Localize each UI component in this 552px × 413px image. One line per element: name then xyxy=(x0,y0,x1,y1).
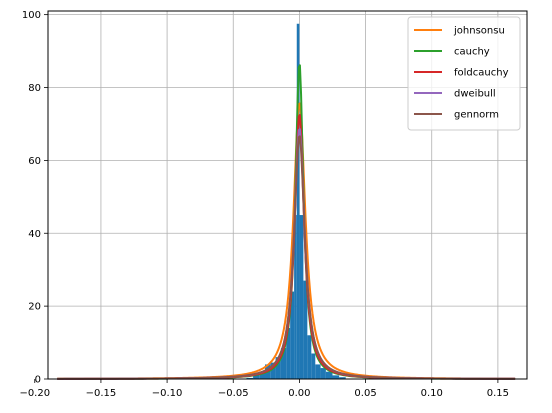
histogram-bar xyxy=(307,335,312,379)
histogram-bar xyxy=(246,377,254,379)
y-tick-label: 40 xyxy=(28,229,41,240)
legend-label: gennorm xyxy=(454,110,499,121)
legend-label: foldcauchy xyxy=(454,68,509,79)
histogram-bar xyxy=(303,280,308,379)
histogram-bar xyxy=(315,364,321,379)
histogram-bar xyxy=(270,362,276,379)
x-tick-label: −0.15 xyxy=(86,388,117,399)
y-tick-label: 80 xyxy=(28,83,41,94)
y-axis: 0 20 40 60 80 100 xyxy=(22,10,48,386)
plot-area-frame xyxy=(47,10,528,380)
legend-box xyxy=(407,16,521,131)
histogram-bars xyxy=(246,23,346,380)
legend-label: cauchy xyxy=(454,47,490,58)
y-tick-label: 20 xyxy=(28,302,41,313)
y-tick-label: 0 xyxy=(35,375,41,386)
histogram-bar xyxy=(294,215,297,379)
x-tick-label: −0.10 xyxy=(152,388,183,399)
histogram-bar xyxy=(296,23,300,380)
histogram-bar xyxy=(311,353,316,379)
x-tick-label: 0.15 xyxy=(487,388,509,399)
x-tick-label: 0.10 xyxy=(421,388,443,399)
y-tick-label: 60 xyxy=(28,156,41,167)
legend: johnsonsu cauchy foldcauchy dweibull gennorm xyxy=(407,16,521,131)
histogram-bar xyxy=(299,215,304,379)
histogram-bar xyxy=(259,371,266,379)
histogram-bar xyxy=(332,375,340,379)
legend-label: dweibull xyxy=(454,89,496,100)
histogram-bar xyxy=(286,327,291,379)
histogram-bar xyxy=(325,371,333,379)
histogram-bar xyxy=(339,377,346,379)
x-tick-label: −0.20 xyxy=(19,388,50,399)
histogram-bar xyxy=(290,291,295,379)
histogram-bar xyxy=(280,348,287,379)
y-tick-label: 100 xyxy=(22,10,41,21)
x-tick-label: −0.05 xyxy=(218,388,249,399)
histogram-bar xyxy=(320,368,326,379)
histogram-bar xyxy=(275,357,281,379)
x-tick-label: 0.05 xyxy=(354,388,376,399)
histogram-bar xyxy=(253,375,260,379)
legend-label: johnsonsu xyxy=(453,26,505,37)
x-tick-label: 0.00 xyxy=(288,388,310,399)
x-axis: −0.20 −0.15 −0.10 −0.05 0.00 0.05 0.10 0.15 xyxy=(19,379,509,399)
